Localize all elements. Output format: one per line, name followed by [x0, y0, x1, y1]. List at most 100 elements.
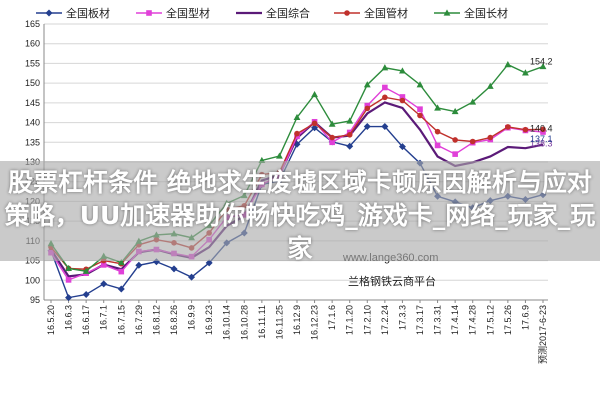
x-tick-label: 16.6.3 [64, 305, 74, 330]
data-point [382, 84, 388, 91]
data-point [118, 268, 125, 275]
data-point [65, 264, 72, 272]
data-point [381, 123, 389, 131]
legend-item-2: 全国综合 [236, 6, 310, 20]
x-tick-label: 16.11.11 [257, 305, 267, 339]
data-point [205, 259, 213, 267]
data-point [540, 126, 546, 133]
legend-label: 全国长材 [464, 6, 508, 20]
y-tick-label: 150 [25, 78, 40, 88]
legend-item-1: 全国型材 [136, 6, 210, 20]
data-point [434, 142, 441, 149]
data-point [417, 106, 423, 112]
data-point [399, 94, 406, 100]
legend-marker [146, 10, 152, 16]
x-tick-label: 16.5.20 [46, 305, 56, 335]
data-point [188, 273, 196, 281]
data-point [117, 258, 125, 266]
x-tick-label: 17.3.17 [415, 305, 425, 335]
overlay-title: 股票杠杆条件 绝地求生废墟区域卡顿原因解析与应对策略，UU加速器助你畅快吃鸡_游… [4, 168, 596, 262]
data-point [434, 104, 441, 111]
data-point [452, 137, 458, 143]
data-point [82, 267, 90, 274]
data-point [311, 90, 318, 98]
data-point [65, 277, 72, 283]
x-tick-label: 16.12.9 [292, 305, 302, 335]
x-tick-label: 16.7.29 [134, 305, 144, 335]
x-tick-label: 17.4.14 [450, 305, 460, 335]
end-value-label: 138.3 [530, 139, 553, 149]
data-point [504, 61, 512, 68]
data-point [381, 64, 389, 71]
data-point [505, 124, 511, 130]
x-tick-label: 17.2.10 [362, 305, 372, 335]
y-tick-label: 160 [25, 39, 40, 49]
x-tick-label: 16.7.15 [116, 305, 126, 335]
y-tick-label: 155 [25, 58, 40, 68]
end-value-label: 137.1 [530, 134, 553, 144]
y-tick-label: 140 [25, 118, 40, 128]
data-point [451, 107, 459, 115]
end-value-label: 140.4 [530, 123, 553, 133]
data-point [382, 94, 388, 101]
x-tick-label: 17.1.6 [327, 305, 337, 330]
data-point [452, 151, 458, 157]
data-point [82, 290, 90, 298]
x-tick-label: 16.10.28 [239, 305, 249, 340]
data-point [469, 138, 476, 145]
chart-legend: 全国板材 全国型材 全国综合 全国管材 全国长材 [36, 6, 508, 20]
x-tick-label: 16.9.9 [187, 305, 197, 330]
data-point [65, 294, 73, 302]
x-tick-label: 16.11.25 [274, 305, 284, 339]
legend-marker [45, 9, 53, 17]
y-tick-label: 100 [25, 275, 40, 285]
data-point [311, 120, 318, 127]
x-tick-label: 17.5.26 [503, 305, 513, 335]
data-point [346, 131, 353, 138]
data-point [539, 62, 547, 70]
legend-label: 全国板材 [66, 6, 110, 20]
data-point [364, 105, 371, 112]
y-tick-label: 145 [25, 98, 40, 108]
data-point [399, 67, 406, 74]
x-tick-label: 16.10.14 [222, 305, 232, 340]
x-tick-label: 17.2.24 [380, 305, 390, 335]
data-point [329, 134, 335, 141]
end-value-label: 154.2 [530, 57, 553, 67]
legend-item-4: 全国长材 [434, 6, 508, 20]
data-point [469, 98, 477, 105]
x-tick-label: 16.8.12 [151, 305, 161, 335]
data-point [311, 124, 319, 132]
y-tick-label: 135 [25, 137, 40, 147]
x-tick-label: 17.3.3 [397, 305, 407, 330]
x-tick-label: 17.4.28 [468, 305, 478, 335]
data-point [487, 134, 494, 141]
x-tick-label: 16.12.23 [310, 305, 320, 340]
legend-marker [443, 9, 451, 16]
data-point [170, 265, 178, 273]
y-tick-label: 165 [25, 19, 40, 29]
x-tick-label: 预测2017-6-23 [538, 305, 548, 364]
data-point [416, 81, 424, 88]
data-point [293, 113, 301, 121]
data-point [346, 142, 354, 150]
data-point [329, 139, 335, 146]
x-tick-label: 16.6.17 [81, 305, 91, 335]
legend-label: 全国管材 [364, 6, 408, 20]
title-overlay-band [0, 161, 600, 261]
data-point [346, 117, 354, 124]
data-point [363, 123, 371, 131]
x-tick-label: 17.3.31 [433, 305, 443, 335]
legend-marker [344, 10, 350, 16]
x-tick-label: 17.6.9 [520, 305, 530, 330]
data-point [100, 262, 107, 268]
data-point [100, 280, 108, 288]
data-point [399, 97, 406, 104]
legend-label: 全国型材 [166, 6, 210, 20]
x-tick-label: 16.7.1 [99, 305, 109, 330]
legend-label: 全国综合 [266, 6, 310, 20]
data-point [417, 112, 423, 119]
data-point [135, 261, 143, 269]
data-point [486, 82, 494, 89]
